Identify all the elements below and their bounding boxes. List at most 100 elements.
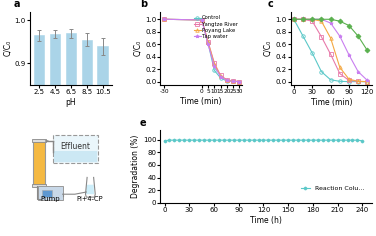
Reaction Colu...	[360, 139, 365, 142]
Reaction Colu...	[271, 139, 276, 142]
Reaction Colu...	[335, 139, 340, 142]
Bar	[50, 34, 60, 236]
Reaction Colu...	[286, 139, 290, 142]
Reaction Colu...	[276, 139, 280, 142]
Reaction Colu...	[197, 139, 202, 142]
Reaction Colu...	[232, 139, 236, 142]
Text: Pump: Pump	[41, 195, 60, 202]
Reaction Colu...	[192, 139, 197, 142]
Reaction Colu...	[217, 139, 221, 142]
Reaction Colu...	[251, 139, 256, 142]
Y-axis label: C/C₀: C/C₀	[3, 40, 12, 56]
Reaction Colu...	[311, 139, 315, 142]
Reaction Colu...	[350, 139, 355, 142]
Poyang Lake	[212, 63, 217, 66]
Reaction Colu...	[182, 139, 186, 142]
Y-axis label: C/C₀: C/C₀	[133, 40, 142, 56]
Yangtze River	[231, 80, 235, 82]
Tap water	[206, 43, 210, 46]
Yangtze River	[212, 62, 217, 64]
Bar	[42, 190, 52, 197]
Legend: Control, Yangtze River, Poyang Lake, Tap water: Control, Yangtze River, Poyang Lake, Tap…	[193, 14, 239, 40]
Control	[224, 80, 229, 82]
Control	[206, 42, 210, 44]
Yangtze River	[200, 18, 204, 21]
Reaction Colu...	[331, 139, 335, 142]
Tap water	[162, 18, 167, 21]
Text: Effluent: Effluent	[60, 142, 90, 151]
Yangtze River	[206, 40, 210, 43]
Tap water	[218, 75, 223, 78]
Reaction Colu...	[221, 139, 226, 142]
Reaction Colu...	[207, 139, 211, 142]
Reaction Colu...	[202, 139, 206, 142]
Poyang Lake	[218, 75, 223, 77]
Tap water	[200, 18, 204, 21]
Poyang Lake	[162, 18, 167, 21]
X-axis label: Time (min): Time (min)	[180, 97, 222, 106]
X-axis label: Time (h): Time (h)	[250, 216, 282, 225]
Bar	[82, 40, 92, 236]
Reaction Colu...	[237, 139, 241, 142]
Line: Poyang Lake: Poyang Lake	[162, 17, 241, 83]
Reaction Colu...	[172, 139, 177, 142]
Reaction Colu...	[187, 139, 191, 142]
Reaction Colu...	[261, 139, 266, 142]
Polygon shape	[86, 185, 94, 194]
Reaction Colu...	[212, 139, 216, 142]
Tap water	[224, 79, 229, 82]
Tap water	[237, 80, 242, 83]
Control	[218, 76, 223, 79]
Reaction Colu...	[246, 139, 251, 142]
Reaction Colu...	[340, 139, 345, 142]
Reaction Colu...	[167, 139, 172, 142]
Legend: Reaction Colu...: Reaction Colu...	[298, 184, 367, 194]
Line: Tap water: Tap water	[162, 17, 241, 83]
Poyang Lake	[237, 80, 242, 83]
Reaction Colu...	[306, 139, 310, 142]
Bar	[32, 141, 45, 185]
Reaction Colu...	[296, 139, 300, 142]
Reaction Colu...	[326, 139, 330, 142]
Reaction Colu...	[345, 139, 350, 142]
Reaction Colu...	[162, 139, 167, 142]
Reaction Colu...	[256, 139, 261, 142]
Reaction Colu...	[315, 139, 320, 142]
Bar	[34, 35, 44, 236]
FancyBboxPatch shape	[38, 186, 63, 200]
Control	[231, 80, 235, 83]
Poyang Lake	[231, 80, 235, 82]
Y-axis label: Degradation (%): Degradation (%)	[131, 135, 140, 198]
Control	[162, 18, 167, 21]
Poyang Lake	[200, 18, 204, 21]
Reaction Colu...	[227, 139, 231, 142]
Bar	[97, 46, 108, 236]
Reaction Colu...	[355, 139, 360, 142]
Reaction Colu...	[301, 139, 305, 142]
Text: e: e	[139, 118, 146, 128]
Yangtze River	[237, 80, 242, 83]
Poyang Lake	[224, 79, 229, 82]
Text: b: b	[140, 0, 147, 9]
Line: Yangtze River: Yangtze River	[162, 17, 241, 83]
Text: a: a	[14, 0, 20, 9]
Poyang Lake	[206, 41, 210, 44]
Reaction Colu...	[266, 139, 271, 142]
Reaction Colu...	[177, 139, 182, 142]
Control	[237, 80, 242, 83]
Control	[212, 69, 217, 72]
Text: PI+4-CP: PI+4-CP	[77, 195, 103, 202]
Yangtze River	[218, 74, 223, 77]
Line: Reaction Colu...: Reaction Colu...	[163, 139, 364, 142]
FancyBboxPatch shape	[32, 184, 45, 187]
Yangtze River	[162, 18, 167, 21]
Y-axis label: C/C₀: C/C₀	[264, 40, 273, 56]
X-axis label: pH: pH	[65, 98, 76, 107]
Reaction Colu...	[241, 139, 246, 142]
Bar	[54, 151, 97, 162]
FancyBboxPatch shape	[32, 139, 45, 142]
Reaction Colu...	[320, 139, 325, 142]
Reaction Colu...	[281, 139, 285, 142]
Tap water	[231, 80, 235, 83]
Bar	[66, 33, 76, 236]
